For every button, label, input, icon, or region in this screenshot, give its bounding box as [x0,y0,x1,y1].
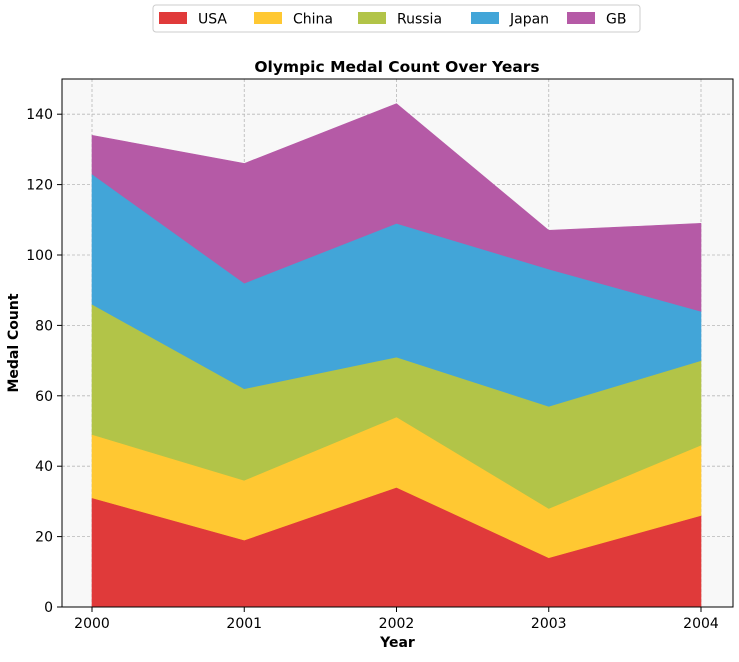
legend-swatch-usa [159,12,187,24]
x-tick-label: 2001 [226,616,262,632]
legend-label-gb: GB [606,12,626,28]
legend-swatch-gb [567,12,595,24]
x-tick-label: 2004 [683,616,719,632]
legend-swatch-russia [358,12,386,24]
legend-label-china: China [293,12,333,28]
y-tick-label: 120 [26,178,53,194]
y-tick-label: 140 [26,107,53,123]
plot-frame [61,78,734,608]
y-tick-label: 0 [44,600,53,616]
y-tick-label: 60 [35,389,53,405]
y-tick-label: 100 [26,248,53,264]
y-axis-title: Medal Count [6,293,22,392]
legend-label-japan: Japan [509,12,549,28]
x-tick-label: 2000 [74,616,110,632]
x-axis: 2000 2001 2002 2003 2004 [74,607,719,632]
y-tick-label: 40 [35,459,53,475]
legend-swatch-japan [471,12,499,24]
legend-label-russia: Russia [397,12,442,28]
x-axis-title: Year [379,635,415,651]
area-layers [91,103,702,608]
legend: USA China Russia Japan GB [152,4,641,33]
area-gb [91,103,702,312]
legend-swatch-china [254,12,282,24]
y-tick-label: 20 [35,530,53,546]
legend-frame [152,4,641,33]
legend-label-usa: USA [198,12,227,28]
y-tick-label: 80 [35,318,53,334]
chart-title: Olympic Medal Count Over Years [254,58,539,76]
x-tick-label: 2003 [531,616,567,632]
y-axis: 0 20 40 60 80 100 120 140 [26,107,62,616]
x-tick-label: 2002 [379,616,415,632]
